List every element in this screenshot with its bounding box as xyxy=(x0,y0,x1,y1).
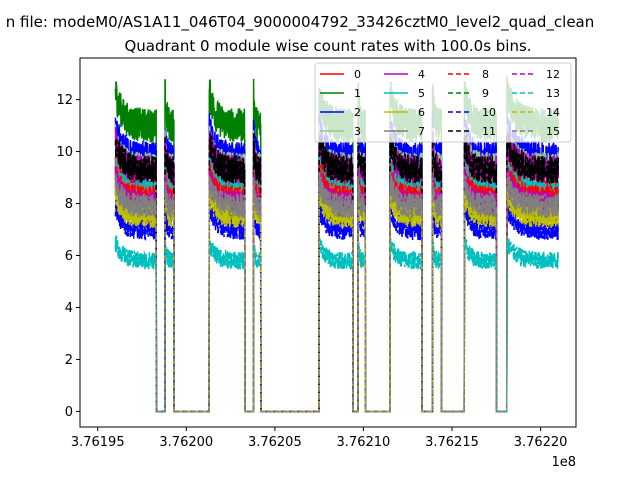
x-tick-label: 3.76215 xyxy=(425,435,479,450)
x-offset-label: 1e8 xyxy=(551,455,576,470)
legend-label: 15 xyxy=(546,125,560,138)
x-tick-label: 3.76200 xyxy=(159,435,213,450)
legend-label: 6 xyxy=(418,106,425,119)
legend-label: 14 xyxy=(546,106,560,119)
x-tick-label: 3.76205 xyxy=(248,435,302,450)
y-tick-label: 12 xyxy=(56,93,73,108)
series-line-15 xyxy=(114,171,560,413)
chart-suptitle: n file: modeM0/AS1A11_046T04_9000004792_… xyxy=(6,13,595,32)
y-tick-label: 2 xyxy=(65,353,73,368)
series-layer xyxy=(114,76,560,413)
series-line-14 xyxy=(114,182,560,413)
plot-frame xyxy=(79,57,577,428)
y-tick-label: 0 xyxy=(65,405,73,420)
x-tick-label: 3.76195 xyxy=(71,435,125,450)
legend-label: 2 xyxy=(354,106,361,119)
legend-label: 8 xyxy=(482,68,489,81)
legend-label: 12 xyxy=(546,68,560,81)
series-line-13 xyxy=(114,235,560,413)
legend-label: 3 xyxy=(354,125,361,138)
y-tick-label: 10 xyxy=(56,145,73,160)
legend-label: 1 xyxy=(354,87,361,100)
y-tick-label: 4 xyxy=(65,301,73,316)
series-line-11 xyxy=(114,128,560,413)
legend-label: 7 xyxy=(418,125,425,138)
y-tick-label: 8 xyxy=(65,197,73,212)
legend-label: 9 xyxy=(482,87,489,100)
y-tick-label: 6 xyxy=(65,249,73,264)
legend-label: 4 xyxy=(418,68,425,81)
series-line-10 xyxy=(114,196,560,413)
legend-label: 5 xyxy=(418,87,425,100)
legend-label: 0 xyxy=(354,68,361,81)
axes-layer: 3.76195 3.76200 3.76205 3.76210 3.76215 3.762… xyxy=(56,93,567,450)
legend-label: 13 xyxy=(546,87,560,100)
legend-label: 10 xyxy=(482,106,496,119)
x-tick-label: 3.76210 xyxy=(337,435,391,450)
x-tick-label: 3.76220 xyxy=(514,435,568,450)
legend-label: 11 xyxy=(482,125,496,138)
chart-title: Quadrant 0 module wise count rates with … xyxy=(124,37,531,55)
legend-frame xyxy=(314,62,572,143)
